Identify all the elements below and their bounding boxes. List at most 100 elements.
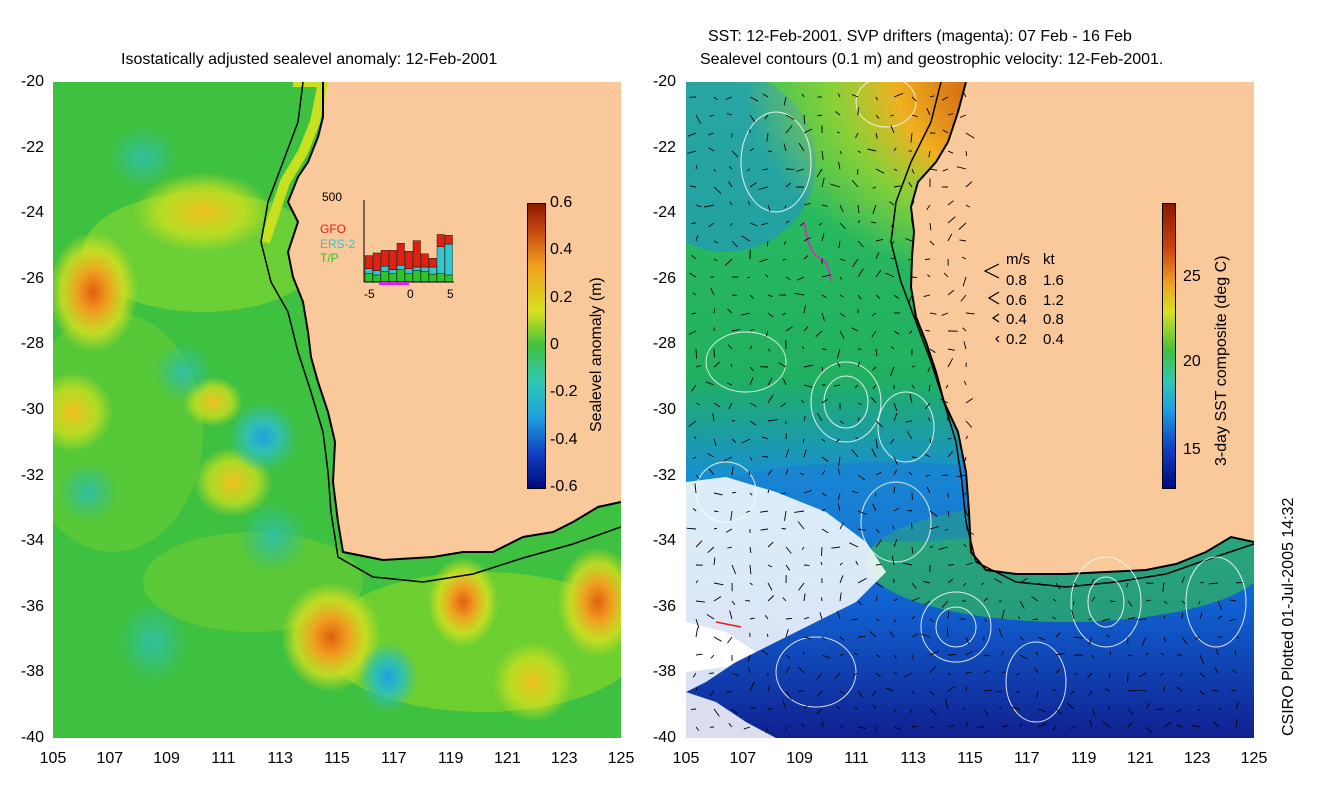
- velocity-vector: [743, 726, 751, 730]
- velocity-vector: [767, 377, 773, 386]
- velocity-vector: [798, 582, 805, 591]
- velocity-vector: [996, 690, 1003, 693]
- velocity-vector: [855, 437, 859, 440]
- velocity-vector: [778, 362, 787, 368]
- velocity-vector: [929, 650, 940, 656]
- velocity-vector: [821, 233, 825, 242]
- velocity-vector: [947, 672, 951, 676]
- velocity-vector: [1229, 599, 1237, 602]
- velocity-vector: [923, 580, 931, 584]
- velocity-vector: [692, 672, 697, 678]
- velocity-vector: [782, 258, 787, 261]
- velocity-vector: [785, 469, 789, 476]
- y-tick-label: -22: [652, 138, 676, 156]
- velocity-vector: [839, 204, 844, 213]
- velocity-vector: [708, 468, 715, 476]
- velocity-vector: [1213, 721, 1219, 728]
- bar-ers2: [412, 266, 421, 271]
- velocity-vector: [731, 708, 738, 715]
- velocity-vector: [688, 420, 697, 427]
- plot-credit: CSIRO Plotted 01-Jul-2005 14:32: [1280, 497, 1297, 736]
- velocity-vector: [765, 330, 769, 337]
- velocity-vector: [875, 563, 882, 566]
- velocity-vector: [816, 168, 823, 178]
- velocity-vector: [1088, 690, 1093, 697]
- velocity-vector: [802, 651, 805, 656]
- velocity-vector: [749, 707, 757, 710]
- velocity-vector: [801, 546, 805, 550]
- bar-gfo: [436, 234, 445, 247]
- velocity-vector: [783, 143, 787, 152]
- velocity-vector: [965, 420, 973, 428]
- x-tick-label: 117: [381, 750, 407, 767]
- velocity-vector: [782, 378, 787, 386]
- velocity-vector: [1015, 672, 1021, 676]
- velocity-vector: [837, 93, 841, 98]
- velocity-vector: [959, 239, 967, 242]
- velocity-vector: [821, 470, 826, 476]
- inset-xtick-0: 0: [407, 287, 414, 301]
- bar-gfo: [412, 240, 421, 268]
- velocity-vector: [941, 600, 949, 608]
- velocity-vector: [1175, 724, 1183, 728]
- velocity-vector: [1055, 708, 1062, 715]
- velocity-vector: [947, 653, 957, 656]
- velocity-vector: [929, 618, 934, 623]
- velocity-vector: [785, 654, 791, 659]
- velocity-vector: [1066, 702, 1075, 710]
- velocity-vector: [929, 312, 937, 315]
- velocity-vector: [801, 346, 805, 350]
- velocity-vector: [794, 510, 805, 513]
- velocity-vector: [692, 456, 697, 460]
- velocity-vector: [1228, 618, 1237, 622]
- right-map[interactable]: [686, 82, 1254, 738]
- velocity-vector: [729, 166, 733, 170]
- velocity-vector: [929, 510, 938, 517]
- velocity-vector: [729, 201, 733, 206]
- velocity-vector: [1019, 723, 1023, 728]
- y-tick-label: -28: [20, 335, 44, 353]
- velocity-vector: [875, 238, 884, 242]
- velocity-vector: [725, 96, 733, 100]
- velocity-vector: [839, 420, 844, 424]
- velocity-vector: [925, 454, 931, 458]
- velocity-vector: [1234, 649, 1237, 656]
- velocity-vector: [1019, 600, 1025, 609]
- velocity-vector: [964, 456, 967, 462]
- bar-tp: [396, 269, 405, 283]
- velocity-vector: [749, 420, 757, 426]
- velocity-vector: [782, 700, 787, 710]
- velocity-vector: [875, 672, 881, 678]
- velocity-vector: [1155, 708, 1165, 711]
- velocity-vector: [749, 366, 754, 372]
- velocity-vector: [1035, 651, 1039, 656]
- velocity-vector: [710, 287, 715, 296]
- velocity-vector: [803, 616, 810, 620]
- velocity-vector: [767, 419, 778, 422]
- velocity-vector: [965, 721, 968, 728]
- velocity-vector: [1037, 722, 1048, 728]
- velocity-vector: [891, 555, 895, 566]
- velocity-vector: [839, 562, 843, 566]
- y-tick-label: -26: [20, 269, 44, 287]
- velocity-vector: [785, 448, 790, 458]
- velocity-vector: [830, 183, 841, 188]
- x-tick-label: 107: [729, 750, 757, 767]
- bar-tp: [420, 271, 429, 283]
- velocity-vector: [767, 541, 774, 548]
- velocity-vector: [893, 456, 898, 465]
- bar-tp: [404, 272, 413, 283]
- velocity-vector: [852, 258, 859, 268]
- velocity-vector: [911, 654, 915, 660]
- velocity-vector: [836, 610, 841, 620]
- velocity-vector: [695, 474, 700, 480]
- velocity-vector: [695, 114, 702, 124]
- velocity-vector: [890, 257, 895, 260]
- velocity-vector: [710, 690, 715, 697]
- velocity-vector: [875, 132, 878, 139]
- velocity-vector: [731, 466, 734, 476]
- velocity-vector: [1055, 652, 1065, 656]
- velocity-vector: [1181, 600, 1186, 605]
- velocity-vector: [767, 312, 774, 318]
- velocity-vector: [849, 542, 859, 548]
